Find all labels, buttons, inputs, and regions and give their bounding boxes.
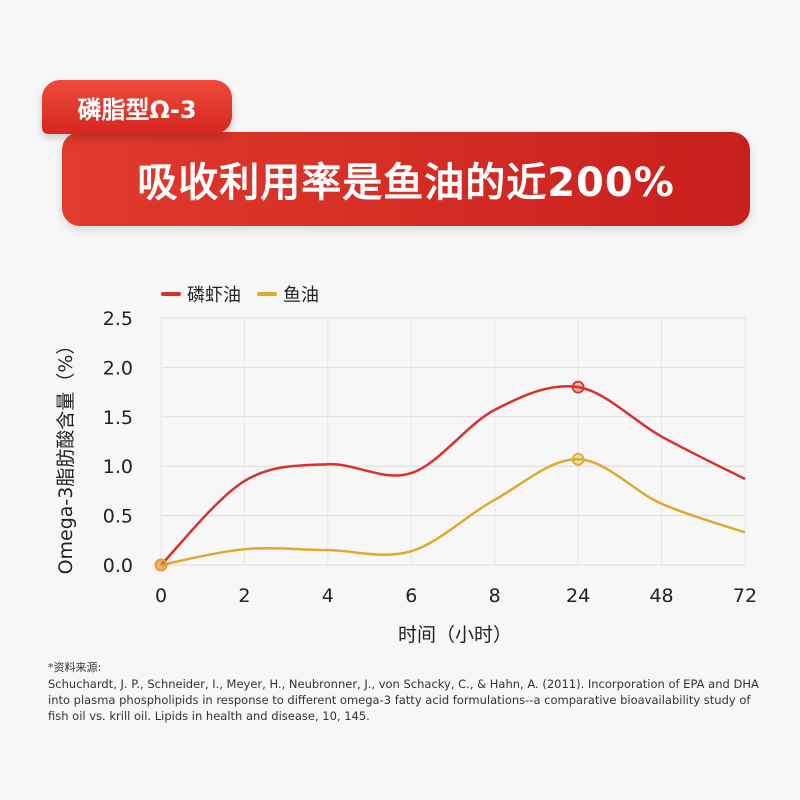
- x-tick-label: 72: [733, 585, 757, 607]
- x-tick-label: 8: [489, 585, 501, 607]
- x-axis-label: 时间（小时）: [398, 624, 512, 646]
- y-tick-label: 0.0: [103, 555, 133, 577]
- chart-grid: [160, 317, 746, 566]
- series-markers: [154, 380, 585, 572]
- y-axis-label: Omega-3脂肪酸含量（%）: [55, 336, 77, 575]
- x-tick-label: 48: [649, 585, 673, 607]
- x-tick-label: 2: [238, 585, 250, 607]
- source-text: Schuchardt, J. P., Schneider, I., Meyer,…: [48, 677, 759, 723]
- x-tick-label: 6: [405, 585, 417, 607]
- data-point: [571, 380, 585, 394]
- headline-tag: 磷脂型Ω-3: [42, 80, 232, 134]
- y-tick-label: 2.0: [103, 357, 133, 379]
- data-point: [154, 558, 168, 572]
- source-title: *资料来源:: [48, 661, 102, 674]
- x-tick-label: 4: [322, 585, 334, 607]
- headline-banner: 吸收利用率是鱼油的近200%: [62, 132, 750, 226]
- series-line: [160, 458, 746, 567]
- legend-label: 磷虾油: [187, 285, 241, 306]
- x-tick-label: 24: [566, 585, 590, 607]
- x-axis-ticks: 0 2 4 6 8 24 48 72: [155, 585, 757, 607]
- y-axis-ticks: 0.0 0.5 1.0 1.5 2.0 2.5: [103, 308, 133, 577]
- chart-legend: 磷虾油 鱼油: [161, 285, 319, 306]
- y-tick-label: 1.0: [103, 456, 133, 478]
- source-citation: *资料来源: Schuchardt, J. P., Schneider, I.,…: [48, 660, 768, 724]
- y-tick-label: 2.5: [103, 308, 133, 330]
- series-line: [160, 385, 746, 566]
- data-point: [571, 452, 585, 466]
- legend-label: 鱼油: [283, 285, 319, 306]
- y-tick-label: 0.5: [103, 506, 133, 528]
- headline-title: 吸收利用率是鱼油的近200%: [137, 160, 675, 206]
- series-lines: [160, 385, 746, 567]
- y-tick-label: 1.5: [103, 407, 133, 429]
- x-tick-label: 0: [155, 585, 167, 607]
